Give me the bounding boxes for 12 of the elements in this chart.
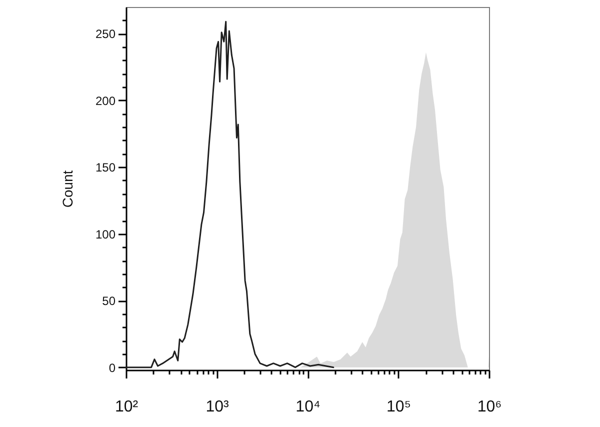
x-tick-label: 10² (114, 398, 139, 416)
y-tick-label: 200 (95, 94, 116, 108)
y-tick-label: 250 (95, 27, 116, 42)
x-tick-label: 10⁵ (386, 398, 411, 416)
x-tick-label: 10³ (206, 398, 230, 416)
y-tick-label: 0 (108, 360, 116, 375)
x-tick-label: 10⁶ (477, 398, 502, 416)
y-tick-label: 50 (102, 294, 116, 308)
y-axis-title: Count (59, 170, 76, 208)
y-tick-label: 100 (95, 227, 116, 242)
x-tick-label: 10⁴ (296, 398, 320, 416)
y-tick-label: 150 (95, 160, 116, 175)
